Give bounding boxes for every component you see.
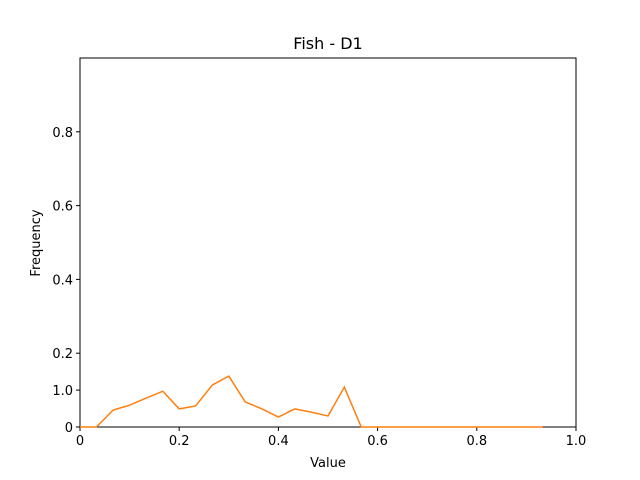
x-tick-label: 0.4 — [268, 434, 289, 449]
y-tick-label: 0.8 — [52, 126, 73, 141]
data-line — [80, 375, 543, 428]
x-tick-label: 0.2 — [169, 434, 190, 449]
x-tick-label: 0.6 — [367, 434, 388, 449]
y-axis-label: Frequency — [29, 209, 44, 276]
y-tick-label: 0 — [65, 421, 73, 436]
x-tick-label: 0 — [76, 434, 84, 449]
plot-frame — [79, 57, 577, 428]
x-tick-label: 0.8 — [466, 434, 487, 449]
y-tick-label: 0.2 — [52, 347, 73, 362]
x-tick-label: 1.0 — [566, 434, 587, 449]
x-axis-label: Value — [310, 456, 346, 471]
y-tick-label: 0.6 — [52, 200, 73, 215]
y-tick-label: 0.4 — [52, 273, 73, 288]
chart-title: Fish - D1 — [293, 34, 362, 53]
y-tick-label: 1.0 — [52, 384, 73, 399]
